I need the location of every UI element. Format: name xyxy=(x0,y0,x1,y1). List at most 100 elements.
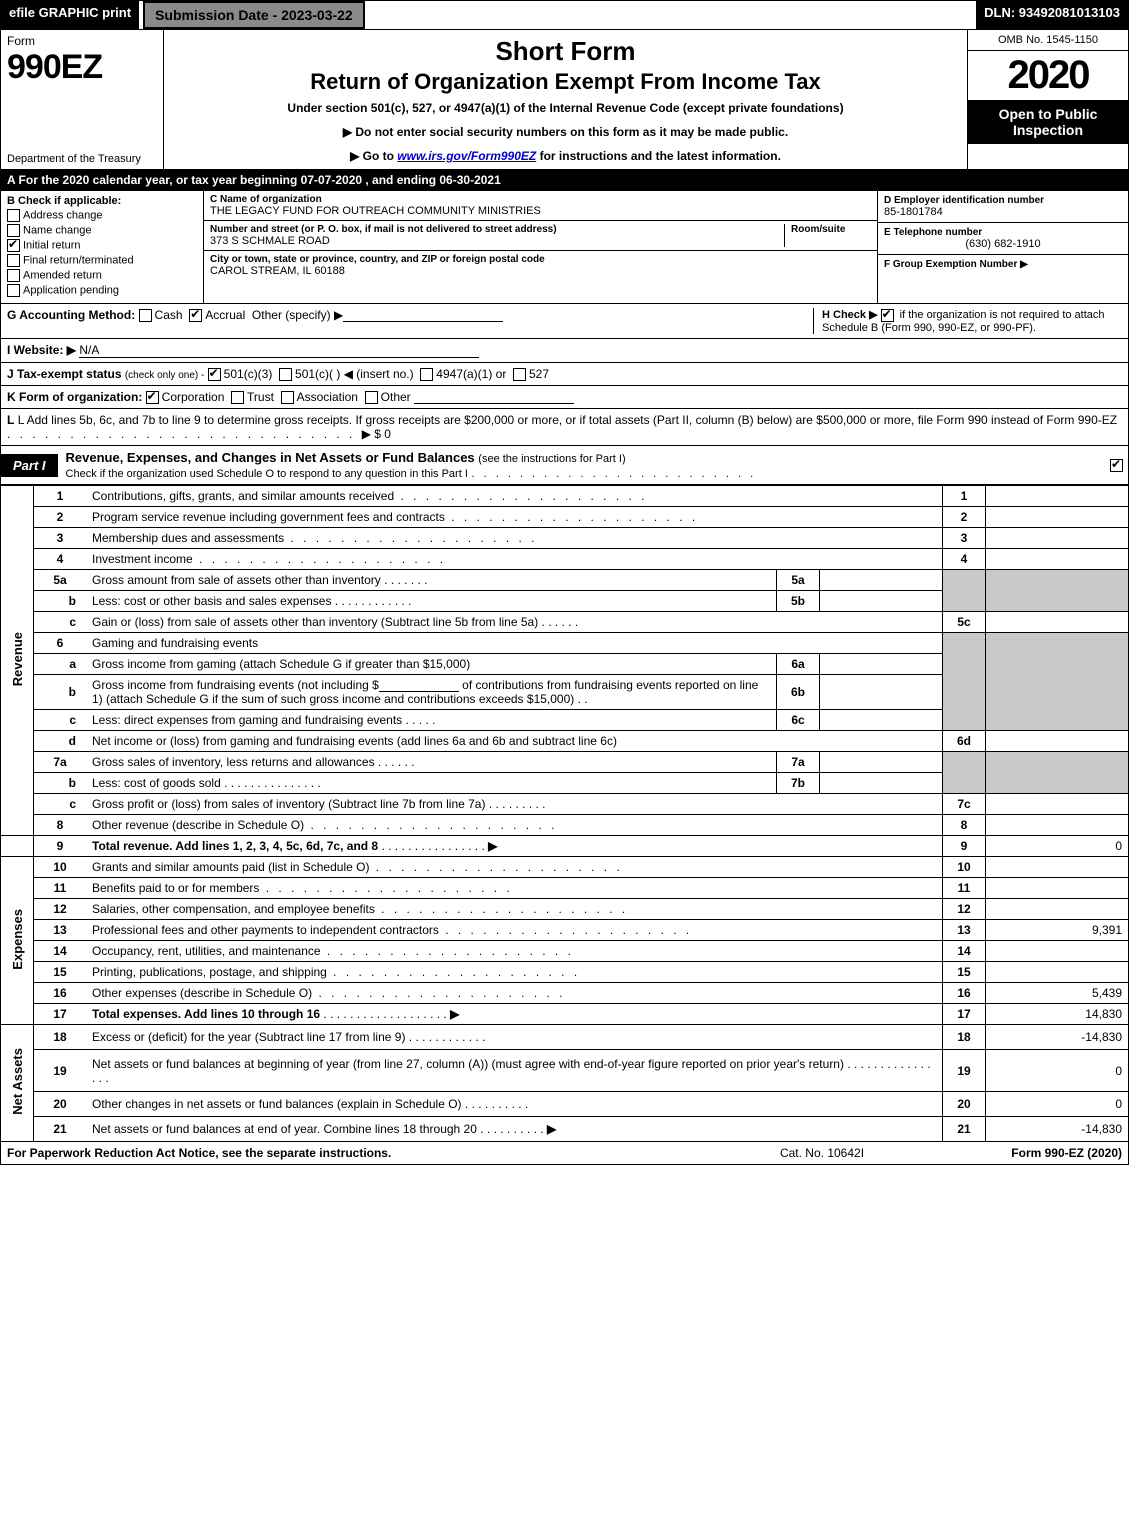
label-city: City or town, state or province, country… xyxy=(210,254,871,265)
line-l: L L Add lines 5b, 6c, and 7b to line 9 t… xyxy=(0,409,1129,446)
val-6a xyxy=(820,654,943,675)
short-form-title: Short Form xyxy=(174,36,957,67)
val-6b xyxy=(820,675,943,710)
label-phone: E Telephone number xyxy=(884,227,1122,238)
val-6c xyxy=(820,710,943,731)
part1-header: Part I Revenue, Expenses, and Changes in… xyxy=(0,446,1129,485)
l-amount: ▶ $ 0 xyxy=(362,427,391,441)
chk-other-org[interactable] xyxy=(365,391,378,404)
k-label: K Form of organization: xyxy=(7,390,142,404)
form-word: Form xyxy=(7,34,157,48)
label-ein: D Employer identification number xyxy=(884,195,1122,206)
footer: For Paperwork Reduction Act Notice, see … xyxy=(0,1142,1129,1165)
topbar: efile GRAPHIC print Submission Date - 20… xyxy=(0,0,1129,30)
tax-year: 2020 xyxy=(968,51,1128,100)
expenses-side-label: Expenses xyxy=(1,857,34,1025)
line-k: K Form of organization: Corporation Trus… xyxy=(0,386,1129,409)
chk-cash[interactable] xyxy=(139,309,152,322)
row-12: 12 Salaries, other compensation, and emp… xyxy=(1,899,1129,920)
netassets-side-label: Net Assets xyxy=(1,1025,34,1142)
row-7c: c Gross profit or (loss) from sales of i… xyxy=(1,794,1129,815)
dept-treasury: Department of the Treasury xyxy=(7,153,157,165)
val-7b xyxy=(820,773,943,794)
chk-schedule-b-not-required[interactable] xyxy=(881,309,894,322)
goto-pre: ▶ Go to xyxy=(350,149,397,163)
chk-initial-return[interactable]: Initial return xyxy=(7,239,197,252)
row-9: 9 Total revenue. Add lines 1, 2, 3, 4, 5… xyxy=(1,836,1129,857)
chk-name-change[interactable]: Name change xyxy=(7,224,197,237)
part1-check-line: Check if the organization used Schedule … xyxy=(66,468,468,480)
chk-501c3[interactable] xyxy=(208,368,221,381)
form-990ez-page: efile GRAPHIC print Submission Date - 20… xyxy=(0,0,1129,1165)
chk-final-return[interactable]: Final return/terminated xyxy=(7,254,197,267)
chk-application-pending[interactable]: Application pending xyxy=(7,284,197,297)
part1-label: Part I xyxy=(1,454,58,477)
chk-501c[interactable] xyxy=(279,368,292,381)
row-14: 14 Occupancy, rent, utilities, and maint… xyxy=(1,941,1129,962)
g-label: G Accounting Method: xyxy=(7,308,135,322)
l-text: L Add lines 5b, 6c, and 7b to line 9 to … xyxy=(18,413,1117,427)
line-g-h: G Accounting Method: Cash Accrual Other … xyxy=(0,304,1129,339)
row-13: 13 Professional fees and other payments … xyxy=(1,920,1129,941)
goto-line: ▶ Go to www.irs.gov/Form990EZ for instru… xyxy=(174,149,957,163)
l-dots: . . . . . . . . . . . . . . . . . . . . … xyxy=(7,427,362,441)
val-7a xyxy=(820,752,943,773)
row-21: 21 Net assets or fund balances at end of… xyxy=(1,1116,1129,1141)
shade-7 xyxy=(943,752,986,794)
ein: 85-1801784 xyxy=(884,206,1122,218)
chk-association[interactable] xyxy=(281,391,294,404)
row-20: 20 Other changes in net assets or fund b… xyxy=(1,1091,1129,1116)
label-group-exemption: F Group Exemption Number ▶ xyxy=(884,259,1122,270)
label-street: Number and street (or P. O. box, if mail… xyxy=(210,224,778,235)
form-number: 990EZ xyxy=(7,48,157,87)
row-5a: 5a Gross amount from sale of assets othe… xyxy=(1,570,1129,591)
h-label: H Check ▶ xyxy=(822,309,878,321)
goto-post: for instructions and the latest informat… xyxy=(536,149,781,163)
row-16: 16 Other expenses (describe in Schedule … xyxy=(1,983,1129,1004)
irs-link[interactable]: www.irs.gov/Form990EZ xyxy=(397,149,536,163)
part1-title: Revenue, Expenses, and Changes in Net As… xyxy=(58,446,1108,484)
other-specify-blank xyxy=(343,309,503,322)
chk-corporation[interactable] xyxy=(146,391,159,404)
row-1: Revenue 1 Contributions, gifts, grants, … xyxy=(1,486,1129,507)
no-ssn-line: ▶ Do not enter social security numbers o… xyxy=(174,125,957,139)
row-2: 2 Program service revenue including gove… xyxy=(1,507,1129,528)
chk-4947[interactable] xyxy=(420,368,433,381)
row-5c: c Gain or (loss) from sale of assets oth… xyxy=(1,612,1129,633)
box-c: C Name of organization THE LEGACY FUND F… xyxy=(204,191,877,303)
dln-label: DLN: 93492081013103 xyxy=(976,1,1128,29)
row-3: 3 Membership dues and assessments 3 xyxy=(1,528,1129,549)
row-6: 6 Gaming and fundraising events xyxy=(1,633,1129,654)
arrow-icon: ▶ xyxy=(450,1007,459,1021)
row-8: 8 Other revenue (describe in Schedule O)… xyxy=(1,815,1129,836)
submission-date: Submission Date - 2023-03-22 xyxy=(143,1,365,29)
efile-label: efile GRAPHIC print xyxy=(1,1,139,29)
city-state-zip: CAROL STREAM, IL 60188 xyxy=(210,265,871,277)
return-title: Return of Organization Exempt From Incom… xyxy=(174,69,957,95)
header-right: OMB No. 1545-1150 2020 Open to Public In… xyxy=(967,30,1128,169)
chk-address-change[interactable]: Address change xyxy=(7,209,197,222)
part1-table: Revenue 1 Contributions, gifts, grants, … xyxy=(0,485,1129,1142)
row-18: Net Assets 18 Excess or (deficit) for th… xyxy=(1,1025,1129,1050)
chk-amended-return[interactable]: Amended return xyxy=(7,269,197,282)
row-7a: 7a Gross sales of inventory, less return… xyxy=(1,752,1129,773)
chk-527[interactable] xyxy=(513,368,526,381)
box-d-e-f: D Employer identification number 85-1801… xyxy=(877,191,1128,303)
j-label: J Tax-exempt status xyxy=(7,367,122,381)
i-label: I Website: ▶ xyxy=(7,343,76,357)
row-10: Expenses 10 Grants and similar amounts p… xyxy=(1,857,1129,878)
j-note: (check only one) - xyxy=(125,370,204,381)
info-grid: B Check if applicable: Address change Na… xyxy=(0,191,1129,304)
omb-number: OMB No. 1545-1150 xyxy=(968,30,1128,51)
row-17: 17 Total expenses. Add lines 10 through … xyxy=(1,1004,1129,1025)
chk-trust[interactable] xyxy=(231,391,244,404)
header-left: Form 990EZ Department of the Treasury xyxy=(1,30,164,169)
chk-accrual[interactable] xyxy=(189,309,202,322)
period-band: A For the 2020 calendar year, or tax yea… xyxy=(0,170,1129,191)
line-g: G Accounting Method: Cash Accrual Other … xyxy=(7,308,813,334)
org-name: THE LEGACY FUND FOR OUTREACH COMMUNITY M… xyxy=(210,205,871,217)
footer-right: Form 990-EZ (2020) xyxy=(922,1146,1122,1160)
row-4: 4 Investment income 4 xyxy=(1,549,1129,570)
part1-checkbox[interactable] xyxy=(1108,458,1128,472)
row-19: 19 Net assets or fund balances at beginn… xyxy=(1,1050,1129,1092)
